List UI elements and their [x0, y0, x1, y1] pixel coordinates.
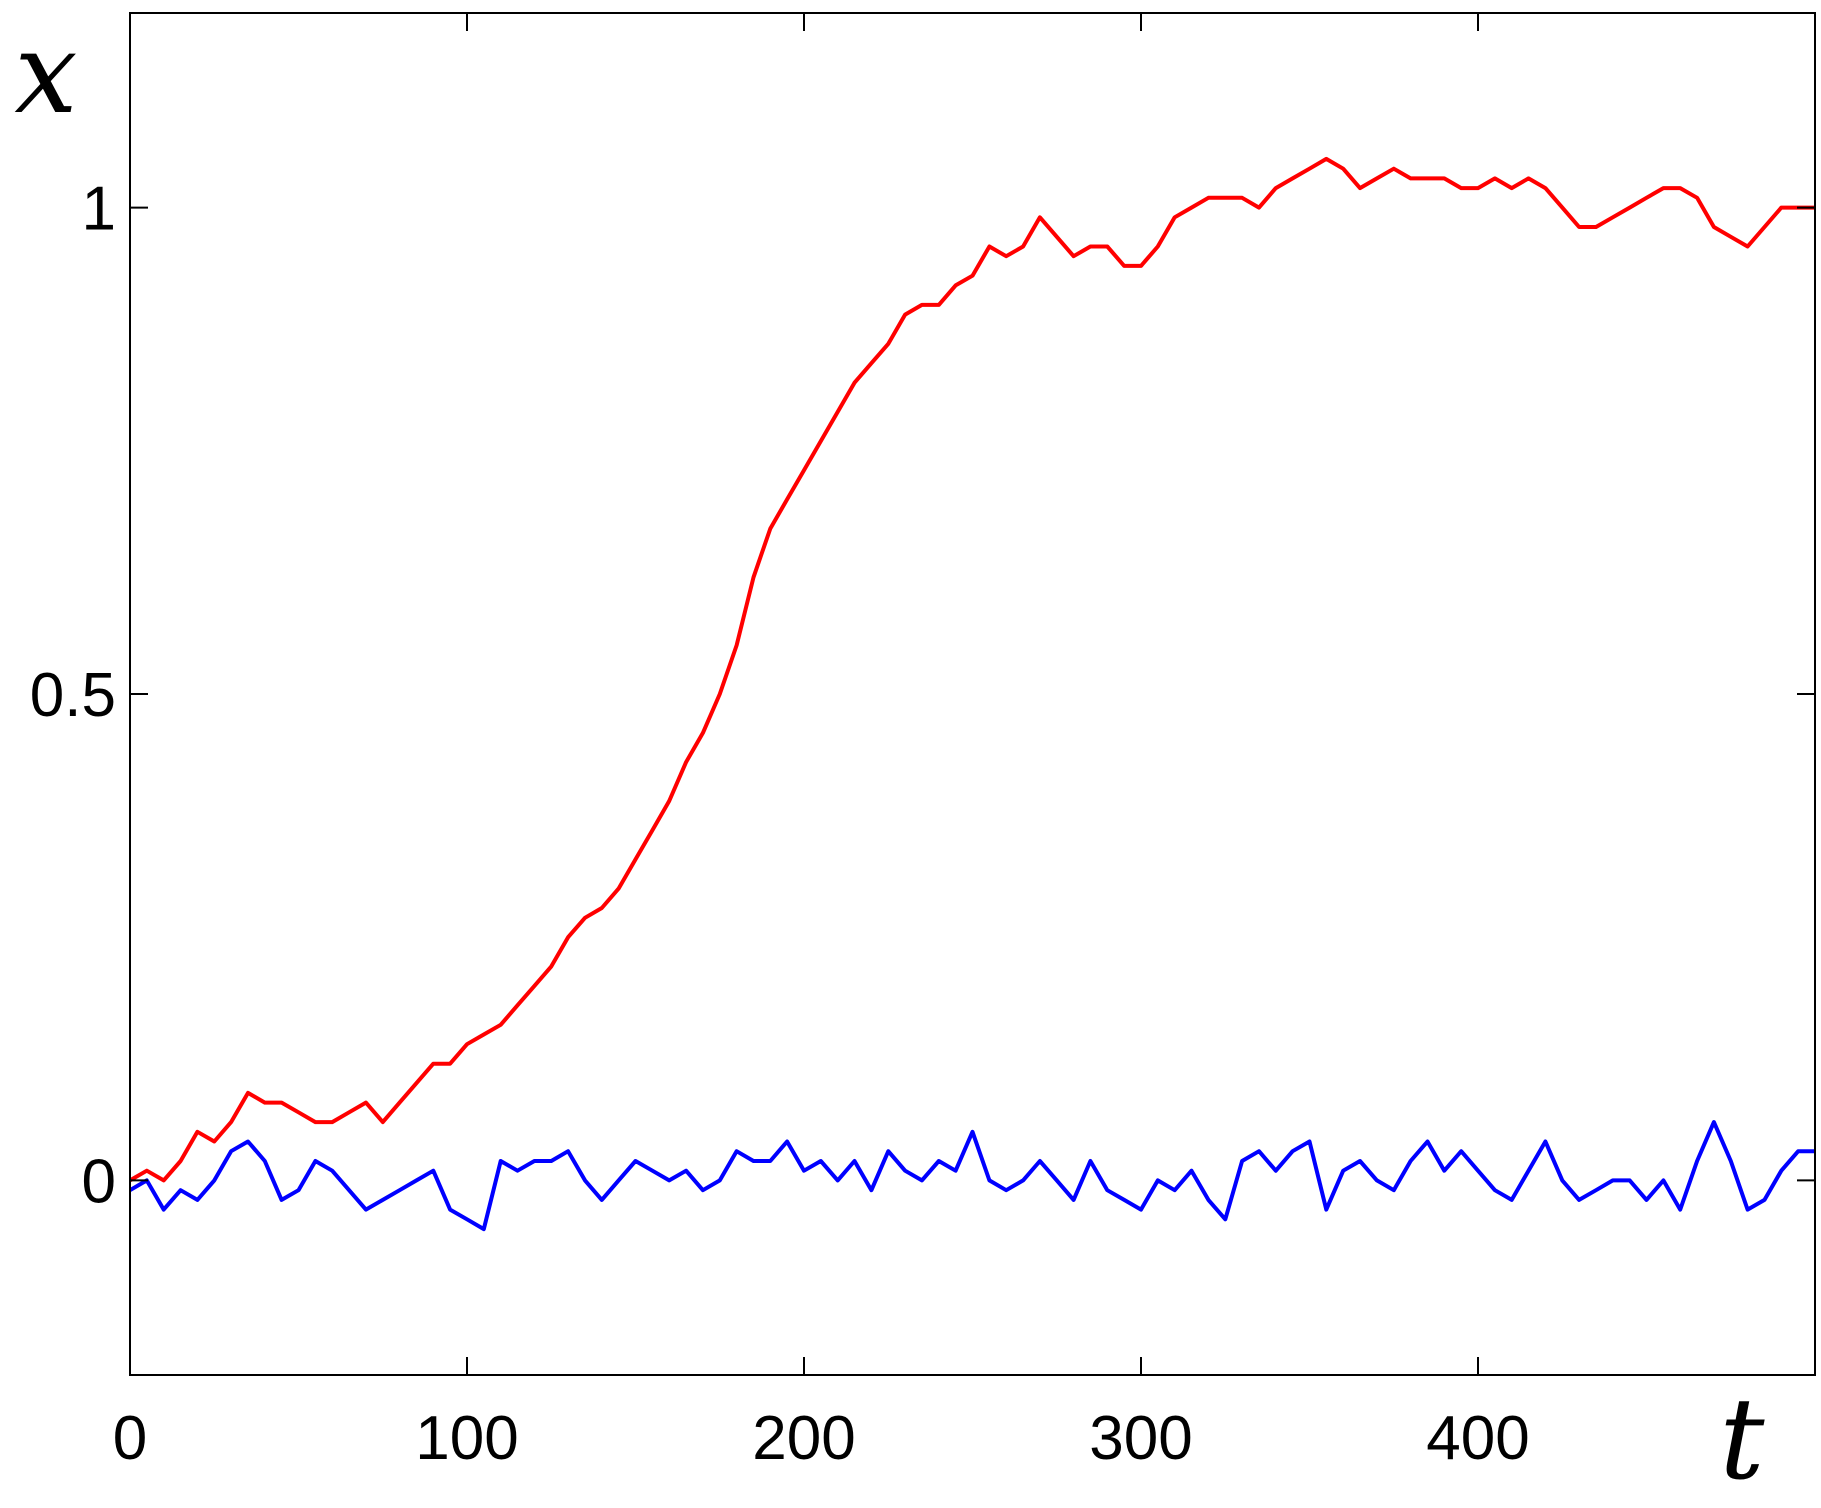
y-axis-label: x: [14, 9, 77, 139]
x-tick-label-400: 400: [1426, 1404, 1529, 1473]
series-line-2: [128, 1120, 1815, 1232]
ticks-layer: 0 100 200 300 400 0 0.5 1: [30, 13, 1815, 1473]
x-tick-label-0: 0: [113, 1404, 147, 1473]
y-tick-label-1: 1: [82, 175, 116, 244]
y-tick-label-0: 0: [82, 1147, 116, 1216]
x-axis-label: t: [1719, 1375, 1765, 1505]
series-line-1: [128, 156, 1815, 1183]
series-layer: [128, 156, 1815, 1232]
x-tick-label-200: 200: [752, 1404, 855, 1473]
x-tick-label-300: 300: [1089, 1404, 1192, 1473]
x-tick-label-100: 100: [415, 1404, 518, 1473]
y-tick-label-0.5: 0.5: [30, 661, 116, 730]
